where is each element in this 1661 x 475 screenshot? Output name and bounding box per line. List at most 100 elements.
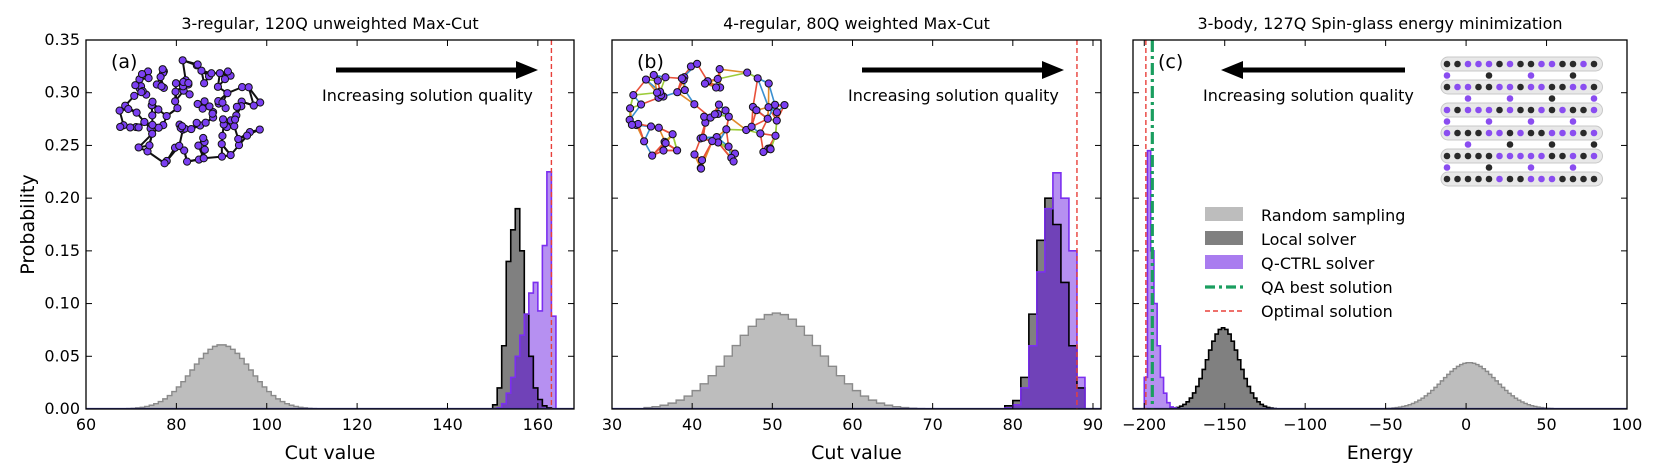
lattice-qubit xyxy=(1506,106,1514,114)
lattice-qubit xyxy=(1590,83,1598,91)
y-tick-label: 0.35 xyxy=(44,30,80,49)
lattice-qubit xyxy=(1454,60,1461,68)
graph-node xyxy=(230,122,239,131)
lattice-bridge-qubit xyxy=(1590,95,1598,102)
lattice-qubit xyxy=(1569,175,1577,183)
local-solver-hist-fill xyxy=(492,208,552,409)
graph-node xyxy=(126,123,135,132)
x-tick-label: 100 xyxy=(251,415,282,434)
lattice-qubit xyxy=(1538,129,1545,137)
lattice-qubit xyxy=(1548,106,1556,114)
graph-node xyxy=(158,65,167,74)
x-tick-label: 60 xyxy=(76,415,96,434)
lattice-bridge-qubit xyxy=(1464,141,1472,148)
graph-node xyxy=(156,72,165,82)
x-tick-label: 80 xyxy=(166,415,186,434)
chart-panel-3: −200 −150 −100 −50 0 50 100 3-body, 127Q Spin-g… xyxy=(1122,14,1642,464)
lattice-qubit xyxy=(1485,83,1493,91)
graph-node xyxy=(162,111,171,121)
panel-title: 3-regular, 120Q unweighted Max-Cut xyxy=(181,14,478,33)
x-tick-label: 40 xyxy=(682,415,702,434)
graph-node xyxy=(217,152,227,161)
graph-node xyxy=(710,110,719,119)
plot-area xyxy=(612,40,1101,409)
graph-node xyxy=(659,146,668,155)
y-axis-label: Probability xyxy=(17,174,39,274)
panel-label: (c) xyxy=(1158,51,1183,73)
graph-node xyxy=(721,106,730,115)
arrow-text: Increasing solution quality xyxy=(1203,86,1414,105)
inset-graph xyxy=(625,59,789,173)
lattice-qubit xyxy=(1569,83,1577,91)
graph-node xyxy=(752,106,761,115)
lattice-qubit xyxy=(1454,175,1461,183)
graph-node xyxy=(627,120,637,129)
graph-node xyxy=(185,90,194,99)
lattice-bridge-qubit xyxy=(1443,118,1451,125)
graph-node xyxy=(672,146,682,155)
lattice-qubit xyxy=(1527,152,1535,160)
lattice-qubit xyxy=(1527,129,1535,137)
graph-node xyxy=(641,75,651,84)
lattice-qubit xyxy=(1475,152,1482,160)
lattice-qubit xyxy=(1485,152,1493,160)
lattice-qubit xyxy=(1464,175,1472,183)
graph-node xyxy=(134,123,143,132)
random-sampling-hist xyxy=(103,344,340,409)
lattice-qubit xyxy=(1485,106,1493,114)
lattice-qubit xyxy=(1590,152,1598,160)
graph-node xyxy=(132,108,141,117)
graph-node xyxy=(178,56,187,65)
graph-node xyxy=(697,156,707,165)
axes-frame xyxy=(1132,39,1628,410)
graph-node xyxy=(180,146,189,155)
legend: Random sampling Local solver Q-CTRL solver… xyxy=(1205,206,1405,321)
y-tick-label: 0.20 xyxy=(44,188,80,207)
graph-node xyxy=(144,74,153,83)
graph-node xyxy=(772,108,782,117)
x-tick-label: −50 xyxy=(1369,415,1403,434)
chart-panel-1: 60 80 100 120 140 160 0.00 0.05 0.10 0.15 0.20 0.25… xyxy=(17,14,575,464)
lattice-qubit xyxy=(1496,175,1503,183)
graph-node xyxy=(213,82,223,91)
lattice-qubit xyxy=(1569,60,1577,68)
x-axis-label: Cut value xyxy=(285,442,376,464)
graph-node xyxy=(680,85,689,95)
inset-graph xyxy=(1440,56,1603,187)
graph-node xyxy=(692,59,702,68)
qctrl-hist-outline xyxy=(1143,149,1178,409)
graph-node xyxy=(673,88,682,97)
lattice-qubit xyxy=(1475,83,1482,91)
graph-node xyxy=(130,91,139,100)
graph-node xyxy=(724,142,733,151)
graph-node xyxy=(194,141,203,150)
graph-node xyxy=(766,145,775,154)
y-tick-label: 0.00 xyxy=(44,399,80,418)
lattice-qubit xyxy=(1569,106,1577,114)
lattice-bridge-qubit xyxy=(1443,164,1451,171)
graph-node xyxy=(178,122,187,131)
lattice-bridge-qubit xyxy=(1485,164,1493,171)
graph-node xyxy=(215,69,224,78)
graph-node xyxy=(218,131,227,140)
lattice-qubit xyxy=(1454,83,1461,91)
graph-node xyxy=(116,122,125,132)
lattice-bridge-qubit xyxy=(1569,164,1577,171)
arrow-text: Increasing solution quality xyxy=(848,86,1059,105)
panel-label: (b) xyxy=(637,51,664,73)
lattice-qubit xyxy=(1454,129,1461,137)
lattice-qubit xyxy=(1548,175,1556,183)
local-solver-hist-outline xyxy=(491,207,553,409)
axes-frame xyxy=(85,39,575,410)
lattice-qubit xyxy=(1538,60,1545,68)
lattice-qubit xyxy=(1527,83,1535,91)
lattice-qubit xyxy=(1590,175,1598,183)
graph-nodes xyxy=(625,59,789,173)
x-tick-label: 30 xyxy=(602,415,622,434)
lattice-qubit xyxy=(1580,152,1587,160)
x-tick-label: 140 xyxy=(432,415,463,434)
graph-node xyxy=(249,101,258,110)
lattice-qubit xyxy=(1527,106,1535,114)
quality-arrow-head xyxy=(516,61,538,79)
